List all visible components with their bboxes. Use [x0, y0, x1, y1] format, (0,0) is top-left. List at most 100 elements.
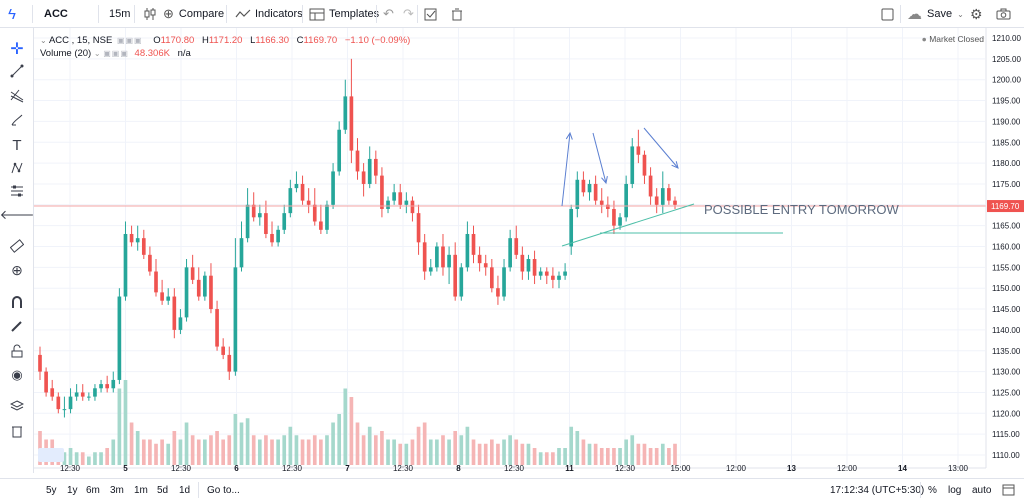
candle-body	[99, 384, 103, 389]
settings-gear-icon[interactable]: ⚙	[970, 5, 983, 22]
range-5y[interactable]: 5y	[46, 484, 57, 496]
legend-change: −1.10 (−0.09%)	[344, 35, 411, 46]
prediction-icon[interactable]	[6, 180, 28, 202]
candle-body	[544, 271, 549, 276]
time-tick-label: 12:30	[504, 464, 525, 473]
trash-icon[interactable]	[451, 0, 463, 28]
price-tick-label: 1205.00	[992, 55, 1021, 64]
save-button[interactable]: ☁ Save ⌄	[907, 0, 964, 28]
chart-type-button[interactable]	[143, 0, 157, 28]
price-axis[interactable]: 1210.00 1205.00 1200.00 1195.00 1190.00 1185.…	[985, 28, 1024, 468]
eye-icon[interactable]: ◉	[11, 367, 23, 382]
candle-body	[178, 317, 183, 330]
undo-icon[interactable]: ↶	[383, 6, 394, 21]
back-arrow-icon[interactable]: 🡐	[0, 207, 35, 222]
volume-bar	[141, 439, 146, 465]
crosshair-icon[interactable]: ✛	[10, 41, 24, 58]
volume-bar	[135, 431, 140, 465]
layers-icon[interactable]	[6, 395, 28, 417]
volume-bar	[215, 431, 219, 465]
range-1d[interactable]: 1d	[179, 484, 191, 496]
brush-icon[interactable]	[6, 109, 28, 131]
range-5d[interactable]: 5d	[157, 484, 169, 496]
redo-icon[interactable]: ↷	[403, 6, 414, 21]
candle-body	[111, 379, 116, 389]
price-tick-label: 1180.00	[992, 159, 1021, 168]
candle-body	[642, 154, 647, 176]
zoom-icon[interactable]: ⊕	[11, 261, 23, 278]
range-6m[interactable]: 6m	[86, 484, 100, 496]
goto-button[interactable]: Go to...	[207, 484, 240, 496]
volume-buttons-icon[interactable]: ▣▣▣	[103, 49, 129, 58]
lock-icon[interactable]	[6, 340, 28, 362]
volume-bar	[196, 439, 201, 465]
volume-bar	[477, 443, 482, 465]
percent-toggle[interactable]: %	[928, 484, 937, 496]
legend-low-label: L	[250, 35, 256, 46]
bottom-settings-icon[interactable]	[1002, 479, 1015, 501]
volume-bar	[538, 452, 543, 465]
auto-toggle[interactable]: auto	[972, 484, 992, 496]
candle-body	[392, 192, 396, 201]
candle-body	[245, 204, 250, 239]
camera-icon[interactable]	[996, 0, 1011, 28]
legend-open-label: O	[153, 35, 161, 46]
trendline-icon[interactable]	[6, 60, 28, 82]
compare-button[interactable]: ⊕ Compare	[163, 0, 224, 28]
time-tick-label: 5	[123, 464, 128, 473]
price-tick-label: 1160.00	[992, 243, 1021, 252]
toolbar-divider	[32, 5, 33, 23]
collapse-chevron-icon[interactable]: ⌄	[40, 36, 49, 45]
volume-bar	[673, 443, 677, 465]
volume-bar	[276, 439, 280, 465]
clock-display[interactable]: 17:12:34 (UTC+5:30)	[830, 484, 925, 496]
volume-chevron-icon[interactable]: ⌄	[93, 49, 101, 58]
logo-icon[interactable]: ϟ	[8, 5, 16, 23]
candlestick-series	[38, 58, 677, 418]
volume-bar	[87, 456, 91, 465]
candle-body	[44, 371, 48, 393]
candle-body	[343, 96, 348, 130]
magnet-icon[interactable]	[6, 291, 28, 313]
volume-legend-row: Volume (20) ⌄ ▣▣▣ 48.306K n/a	[40, 47, 410, 60]
volume-bar	[319, 439, 323, 465]
candle-body	[74, 392, 79, 397]
volume-bar	[587, 443, 592, 465]
range-3m[interactable]: 3m	[110, 484, 124, 496]
volume-bar	[654, 448, 659, 465]
candles-icon	[144, 8, 156, 20]
square-glyph	[881, 8, 894, 20]
templates-button[interactable]: Templates	[309, 0, 379, 28]
candle-body	[380, 175, 384, 209]
candle-body	[410, 200, 415, 214]
volume-bar	[190, 435, 195, 465]
candle-body	[184, 267, 189, 318]
annotation-text: POSSIBLE ENTRY TOMORROW	[704, 202, 900, 217]
checkbox-icon[interactable]	[424, 0, 437, 28]
trash-all-icon[interactable]	[6, 420, 28, 442]
market-status: ● Market Closed	[922, 34, 984, 44]
candle-body	[141, 238, 146, 255]
indicators-button[interactable]: Indicators	[235, 0, 303, 28]
log-toggle[interactable]: log	[948, 484, 962, 496]
toolbar-divider	[226, 5, 227, 23]
stay-in-drawing-icon[interactable]	[6, 315, 28, 337]
symbol-search-button[interactable]: ACC	[44, 8, 68, 20]
ruler-icon[interactable]	[6, 235, 28, 257]
bottom-divider	[920, 482, 921, 498]
text-tool-icon[interactable]: T	[12, 136, 22, 154]
candle-body	[581, 179, 586, 193]
pattern-icon[interactable]	[6, 157, 28, 179]
pitchfork-icon[interactable]	[6, 85, 28, 107]
candle-body	[270, 233, 274, 243]
candle-body	[453, 254, 458, 297]
fullscreen-icon[interactable]	[881, 0, 894, 28]
interval-button[interactable]: 15m	[109, 8, 131, 20]
range-1y[interactable]: 1y	[67, 484, 78, 496]
range-1m[interactable]: 1m	[134, 484, 148, 496]
time-tick-label: 6	[234, 464, 239, 473]
legend-buttons-icon[interactable]: ▣▣▣	[116, 36, 143, 45]
price-chart[interactable]: POSSIBLE ENTRY TOMORROW 1210.001205.0012…	[0, 28, 1024, 478]
pitchfork-glyph	[10, 89, 24, 103]
time-axis[interactable]: 12:30 5 12:30 6 12:30 7 12:30 8 12:30 11 12:30 15:0…	[34, 464, 986, 473]
